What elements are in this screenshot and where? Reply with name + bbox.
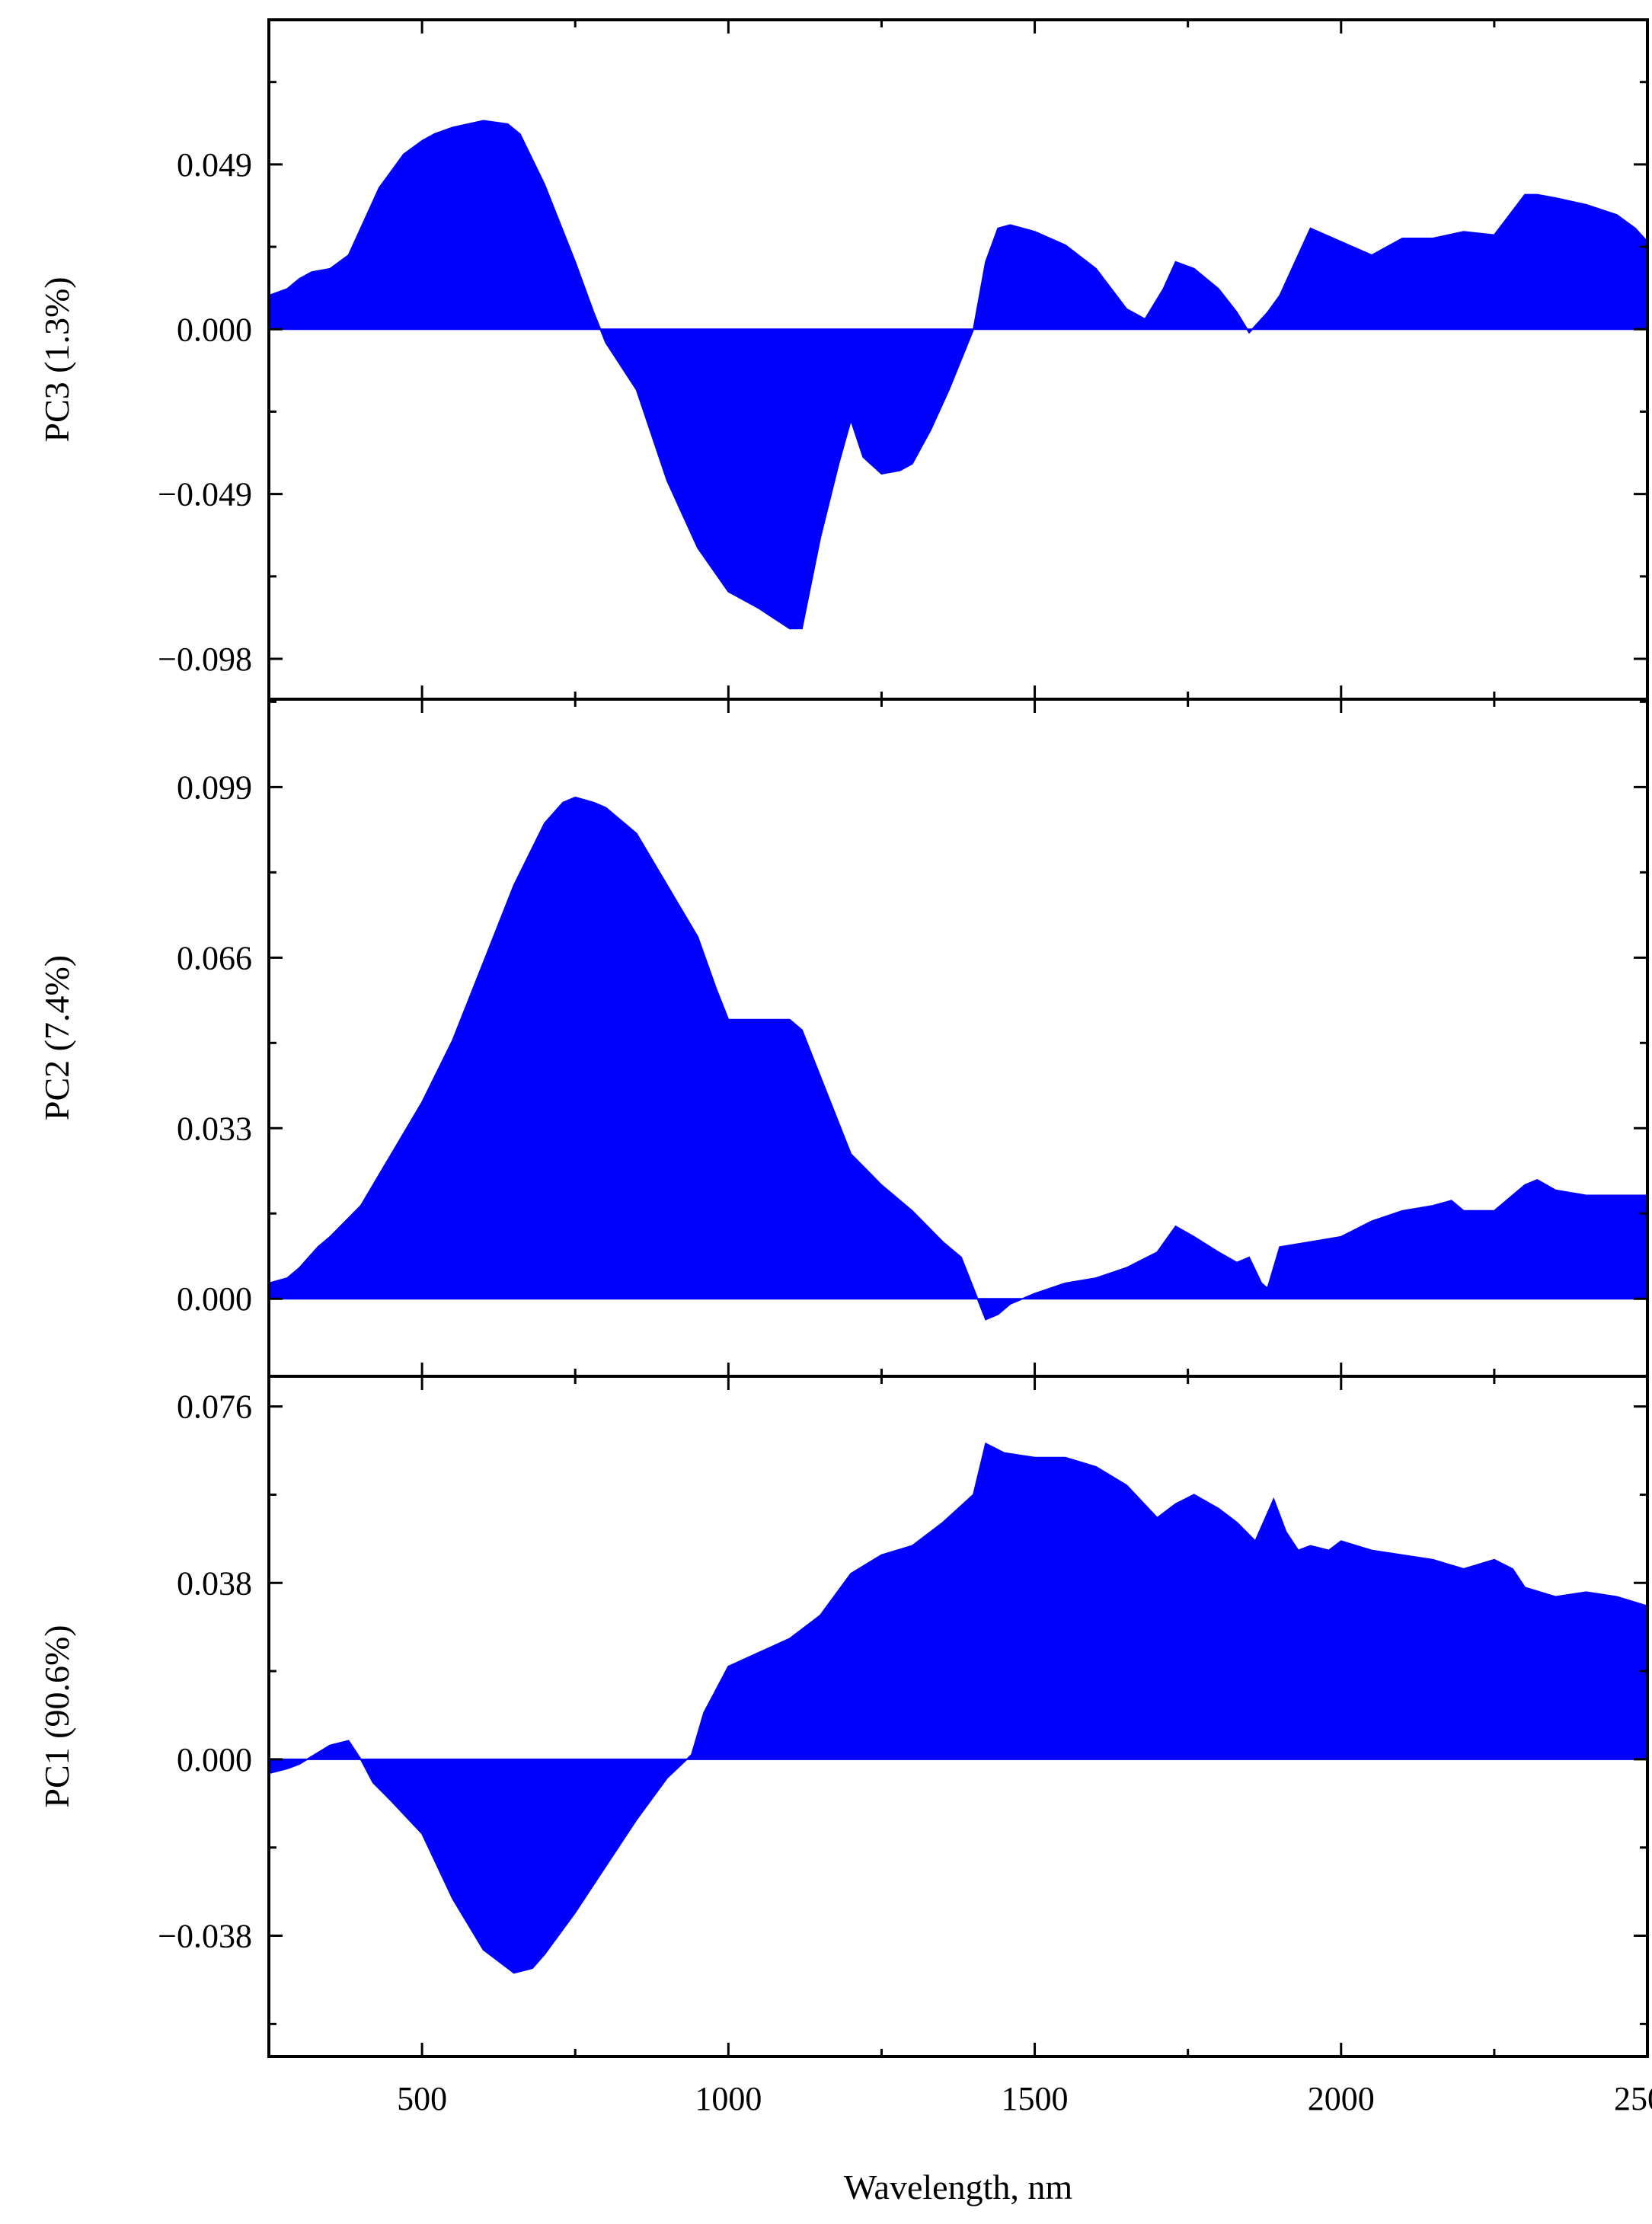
y-axis-title: PC3 (1.3%) [37,276,76,442]
y-tick-label: −0.038 [158,1918,252,1955]
y-axis-title: PC1 (90.6%) [37,1625,76,1807]
panel-2: 0.099 0.066 0.033 0.000 PC2 (7.4%) [37,699,1649,1376]
panel-3: 0.076 0.038 0.000 −0.038 PC1 (90.6%) [37,1376,1649,2056]
panel-1: 0.049 0.000 −0.049 −0.098 PC3 (1.3%) [37,20,1649,699]
x-tick-label: 2000 [1308,2080,1375,2117]
x-axis-title: Wavelength, nm [844,2168,1073,2206]
x-tick-label: 1500 [1002,2080,1069,2117]
y-tick-label: 0.033 [177,1110,252,1147]
y-tick-label: −0.049 [158,476,252,513]
x-tick-label: 1000 [695,2080,762,2117]
y-tick-label: 0.076 [177,1388,252,1426]
x-tick-label: 2500 [1614,2080,1652,2117]
y-tick-label: 0.000 [177,311,252,348]
y-tick-label: 0.000 [177,1280,252,1318]
panel-frame [267,1375,1649,2058]
frame-layer: 500 1000 1500 2000 2500 [267,18,1652,2117]
x-tick-label: 500 [397,2080,447,2117]
y-tick-label: 0.066 [177,939,252,976]
y-tick-label: 0.049 [177,146,252,184]
series-area-2 [268,796,1648,1321]
y-tick-label: −0.098 [158,641,252,678]
y-axis-title: PC2 (7.4%) [37,955,76,1120]
series-area-3 [268,1442,1648,1974]
series-area-1 [268,120,1648,630]
y-tick-label: 0.000 [177,1741,252,1778]
y-tick-label: 0.099 [177,768,252,806]
y-tick-label: 0.038 [177,1564,252,1602]
